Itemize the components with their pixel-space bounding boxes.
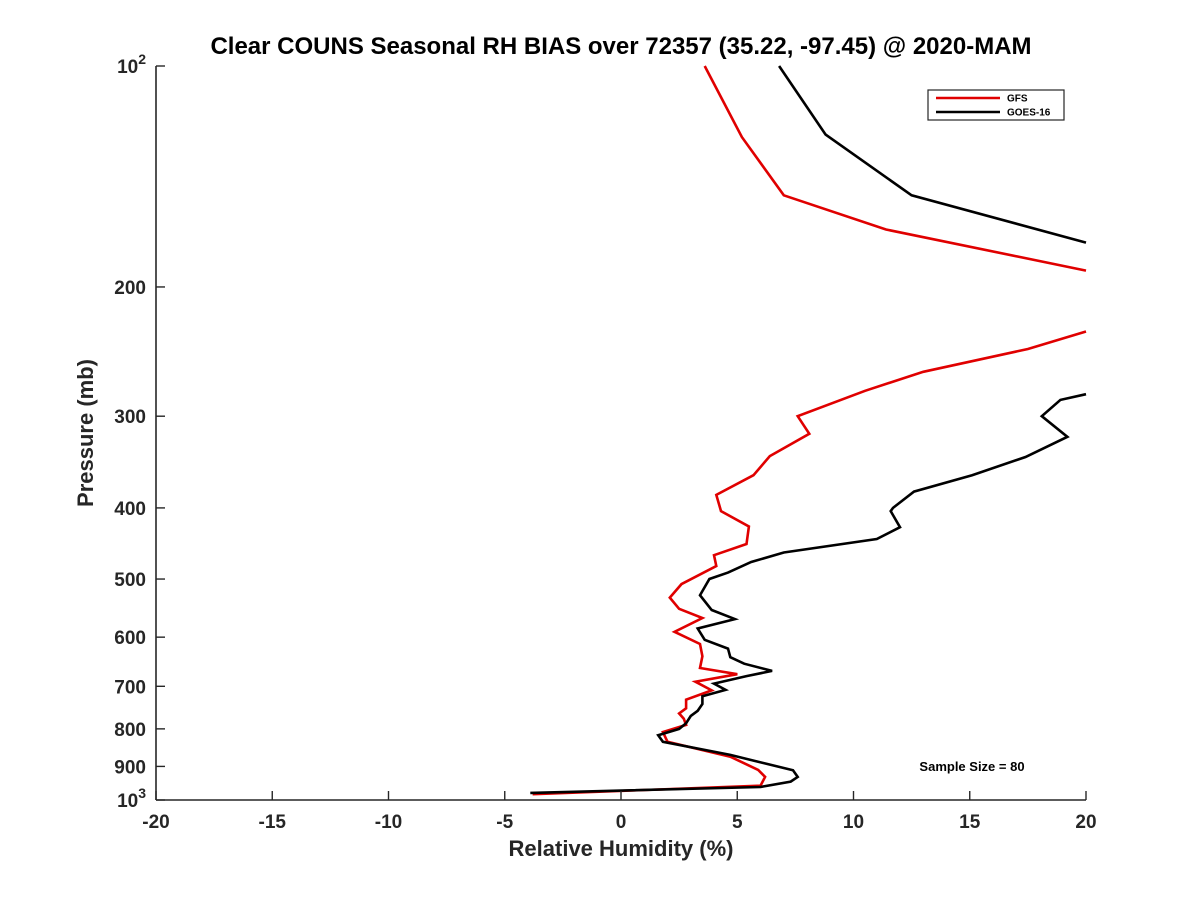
y-tick-label-base: 300	[114, 407, 146, 428]
x-tick-label: 0	[616, 812, 627, 833]
y-tick-label-base: 900	[114, 757, 146, 778]
x-tick-label: 5	[732, 812, 743, 833]
y-tick-label: 400	[114, 499, 146, 520]
y-tick-label-base: 10	[117, 57, 138, 78]
sample-size-annotation: Sample Size = 80	[919, 759, 1024, 774]
x-tick-label: -15	[259, 812, 287, 833]
legend-box	[927, 89, 1065, 121]
y-tick-label-base: 700	[114, 677, 146, 698]
series-line-goes-16	[530, 65, 1087, 795]
x-tick-label: 20	[1075, 812, 1096, 833]
legend-label-goes-16: GOES-16	[1007, 108, 1051, 119]
y-tick-label-base: 200	[114, 278, 146, 299]
y-tick-label: 103	[117, 785, 146, 812]
y-tick-label: 800	[114, 720, 146, 741]
y-tick-label-base: 500	[114, 570, 146, 591]
x-axis-label: Relative Humidity (%)	[509, 836, 734, 861]
y-axis-label: Pressure (mb)	[73, 359, 98, 507]
y-tick-label-base: 600	[114, 628, 146, 649]
plot-area	[530, 65, 1087, 796]
y-tick-label: 900	[114, 757, 146, 778]
x-tick-label: -10	[375, 812, 402, 833]
legend: GFS GOES-16	[927, 89, 1065, 121]
y-tick-label: 300	[114, 407, 146, 428]
x-axis-ticks: -20 -15 -10 -5 0 5 10 15 20	[142, 791, 1097, 833]
y-tick-label: 500	[114, 570, 146, 591]
y-tick-label: 700	[114, 677, 146, 698]
y-tick-label-base: 10	[117, 791, 138, 812]
y-tick-label-base: 400	[114, 499, 146, 520]
y-tick-label-base: 800	[114, 720, 146, 741]
series-line-gfs	[532, 65, 1087, 796]
x-tick-label: 15	[959, 812, 981, 833]
axes	[155, 66, 1086, 801]
y-tick-label: 200	[114, 278, 146, 299]
y-tick-label: 102	[117, 51, 146, 78]
y-tick-label: 600	[114, 628, 146, 649]
y-tick-label-exponent: 2	[138, 51, 146, 67]
legend-label-gfs: GFS	[1007, 94, 1028, 105]
x-tick-label: -5	[496, 812, 513, 833]
chart-title: Clear COUNS Seasonal RH BIAS over 72357 …	[210, 33, 1031, 60]
x-tick-label: -20	[142, 812, 169, 833]
x-tick-label: 10	[843, 812, 864, 833]
y-tick-label-exponent: 3	[138, 785, 146, 801]
